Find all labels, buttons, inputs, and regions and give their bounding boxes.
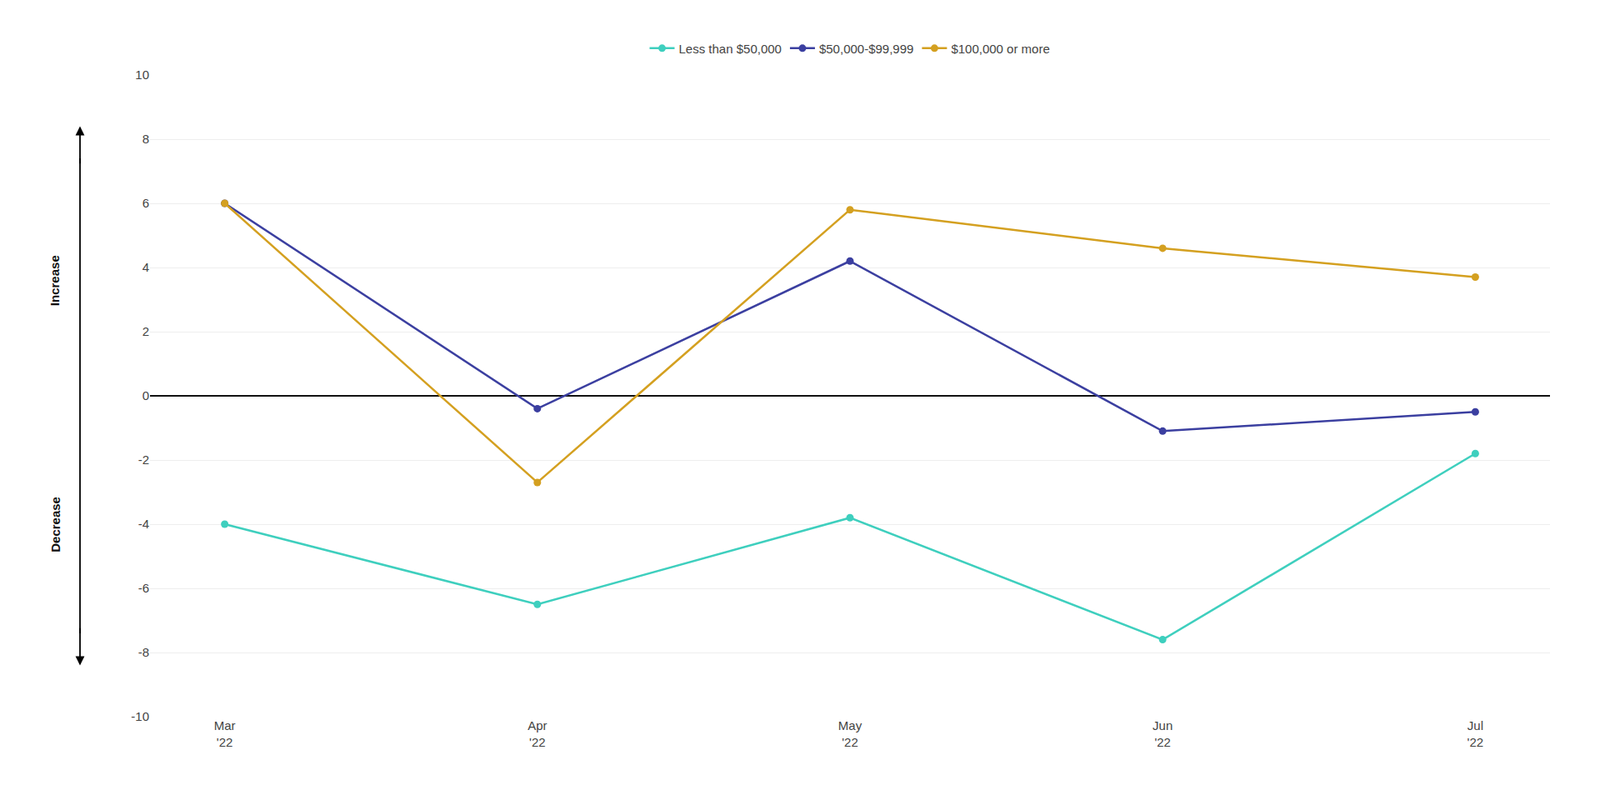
svg-text:8: 8 [142,131,150,146]
svg-text:Increase: Increase [47,255,62,306]
svg-text:Mar'22: Mar'22 [214,718,236,750]
svg-text:Decrease: Decrease [48,496,63,553]
svg-text:0: 0 [142,388,150,403]
svg-text:May'22: May'22 [838,718,863,750]
svg-text:Apr'22: Apr'22 [527,718,547,750]
svg-text:-10: -10 [130,709,150,724]
svg-text:4: 4 [142,260,150,275]
svg-text:-8: -8 [138,645,150,660]
svg-text:$50,000-$99,999: $50,000-$99,999 [819,41,914,56]
svg-text:-2: -2 [138,452,150,467]
svg-text:-4: -4 [138,516,150,531]
svg-text:6: 6 [142,195,150,210]
svg-text:Jun'22: Jun'22 [1152,718,1173,750]
svg-text:-6: -6 [138,580,150,595]
svg-text:2: 2 [142,324,150,339]
svg-text:Jul'22: Jul'22 [1467,718,1485,750]
svg-text:10: 10 [135,67,150,82]
svg-text:Less than $50,000: Less than $50,000 [679,41,782,56]
svg-text:$100,000 or more: $100,000 or more [950,41,1050,56]
